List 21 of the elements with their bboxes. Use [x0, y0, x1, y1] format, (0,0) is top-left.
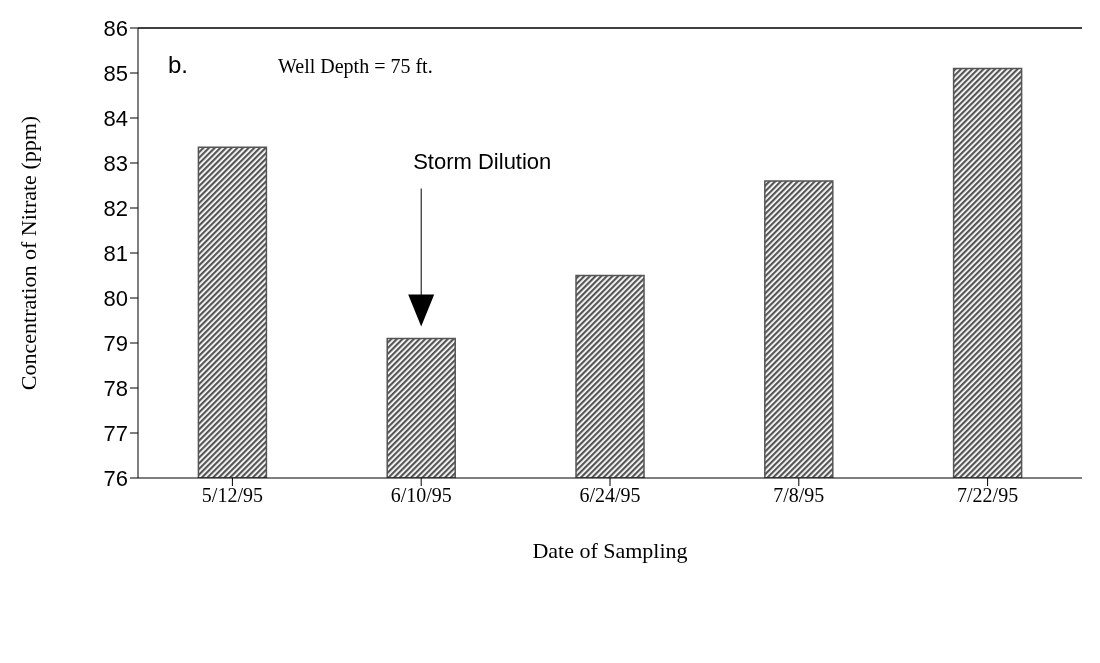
y-tick-label: 77 — [103, 420, 128, 446]
y-tick-label: 78 — [103, 375, 128, 401]
y-tick-label: 80 — [103, 285, 128, 311]
annotation: Storm Dilution — [413, 148, 552, 174]
annotation: Well Depth = 75 ft. — [278, 55, 433, 78]
y-tick-label: 83 — [103, 150, 128, 176]
x-axis-title: Date of Sampling — [532, 538, 688, 563]
y-tick-label: 85 — [103, 60, 128, 86]
x-tick-label: 7/8/95 — [773, 484, 825, 507]
x-tick-label: 6/10/95 — [390, 484, 452, 507]
y-tick-label: 81 — [103, 240, 128, 266]
y-tick-label: 84 — [103, 105, 128, 131]
x-tick-label: 5/12/95 — [201, 484, 263, 507]
y-tick-label: 76 — [103, 465, 128, 491]
x-tick-label: 6/24/95 — [579, 484, 641, 507]
y-tick-label: 86 — [103, 15, 128, 41]
x-tick-label: 7/22/95 — [957, 484, 1019, 507]
y-axis-title: Concentration of Nitrate (ppm) — [15, 115, 41, 391]
y-tick-label: 79 — [103, 330, 128, 356]
y-tick-label: 82 — [103, 195, 128, 221]
annotation: b. — [168, 51, 189, 78]
